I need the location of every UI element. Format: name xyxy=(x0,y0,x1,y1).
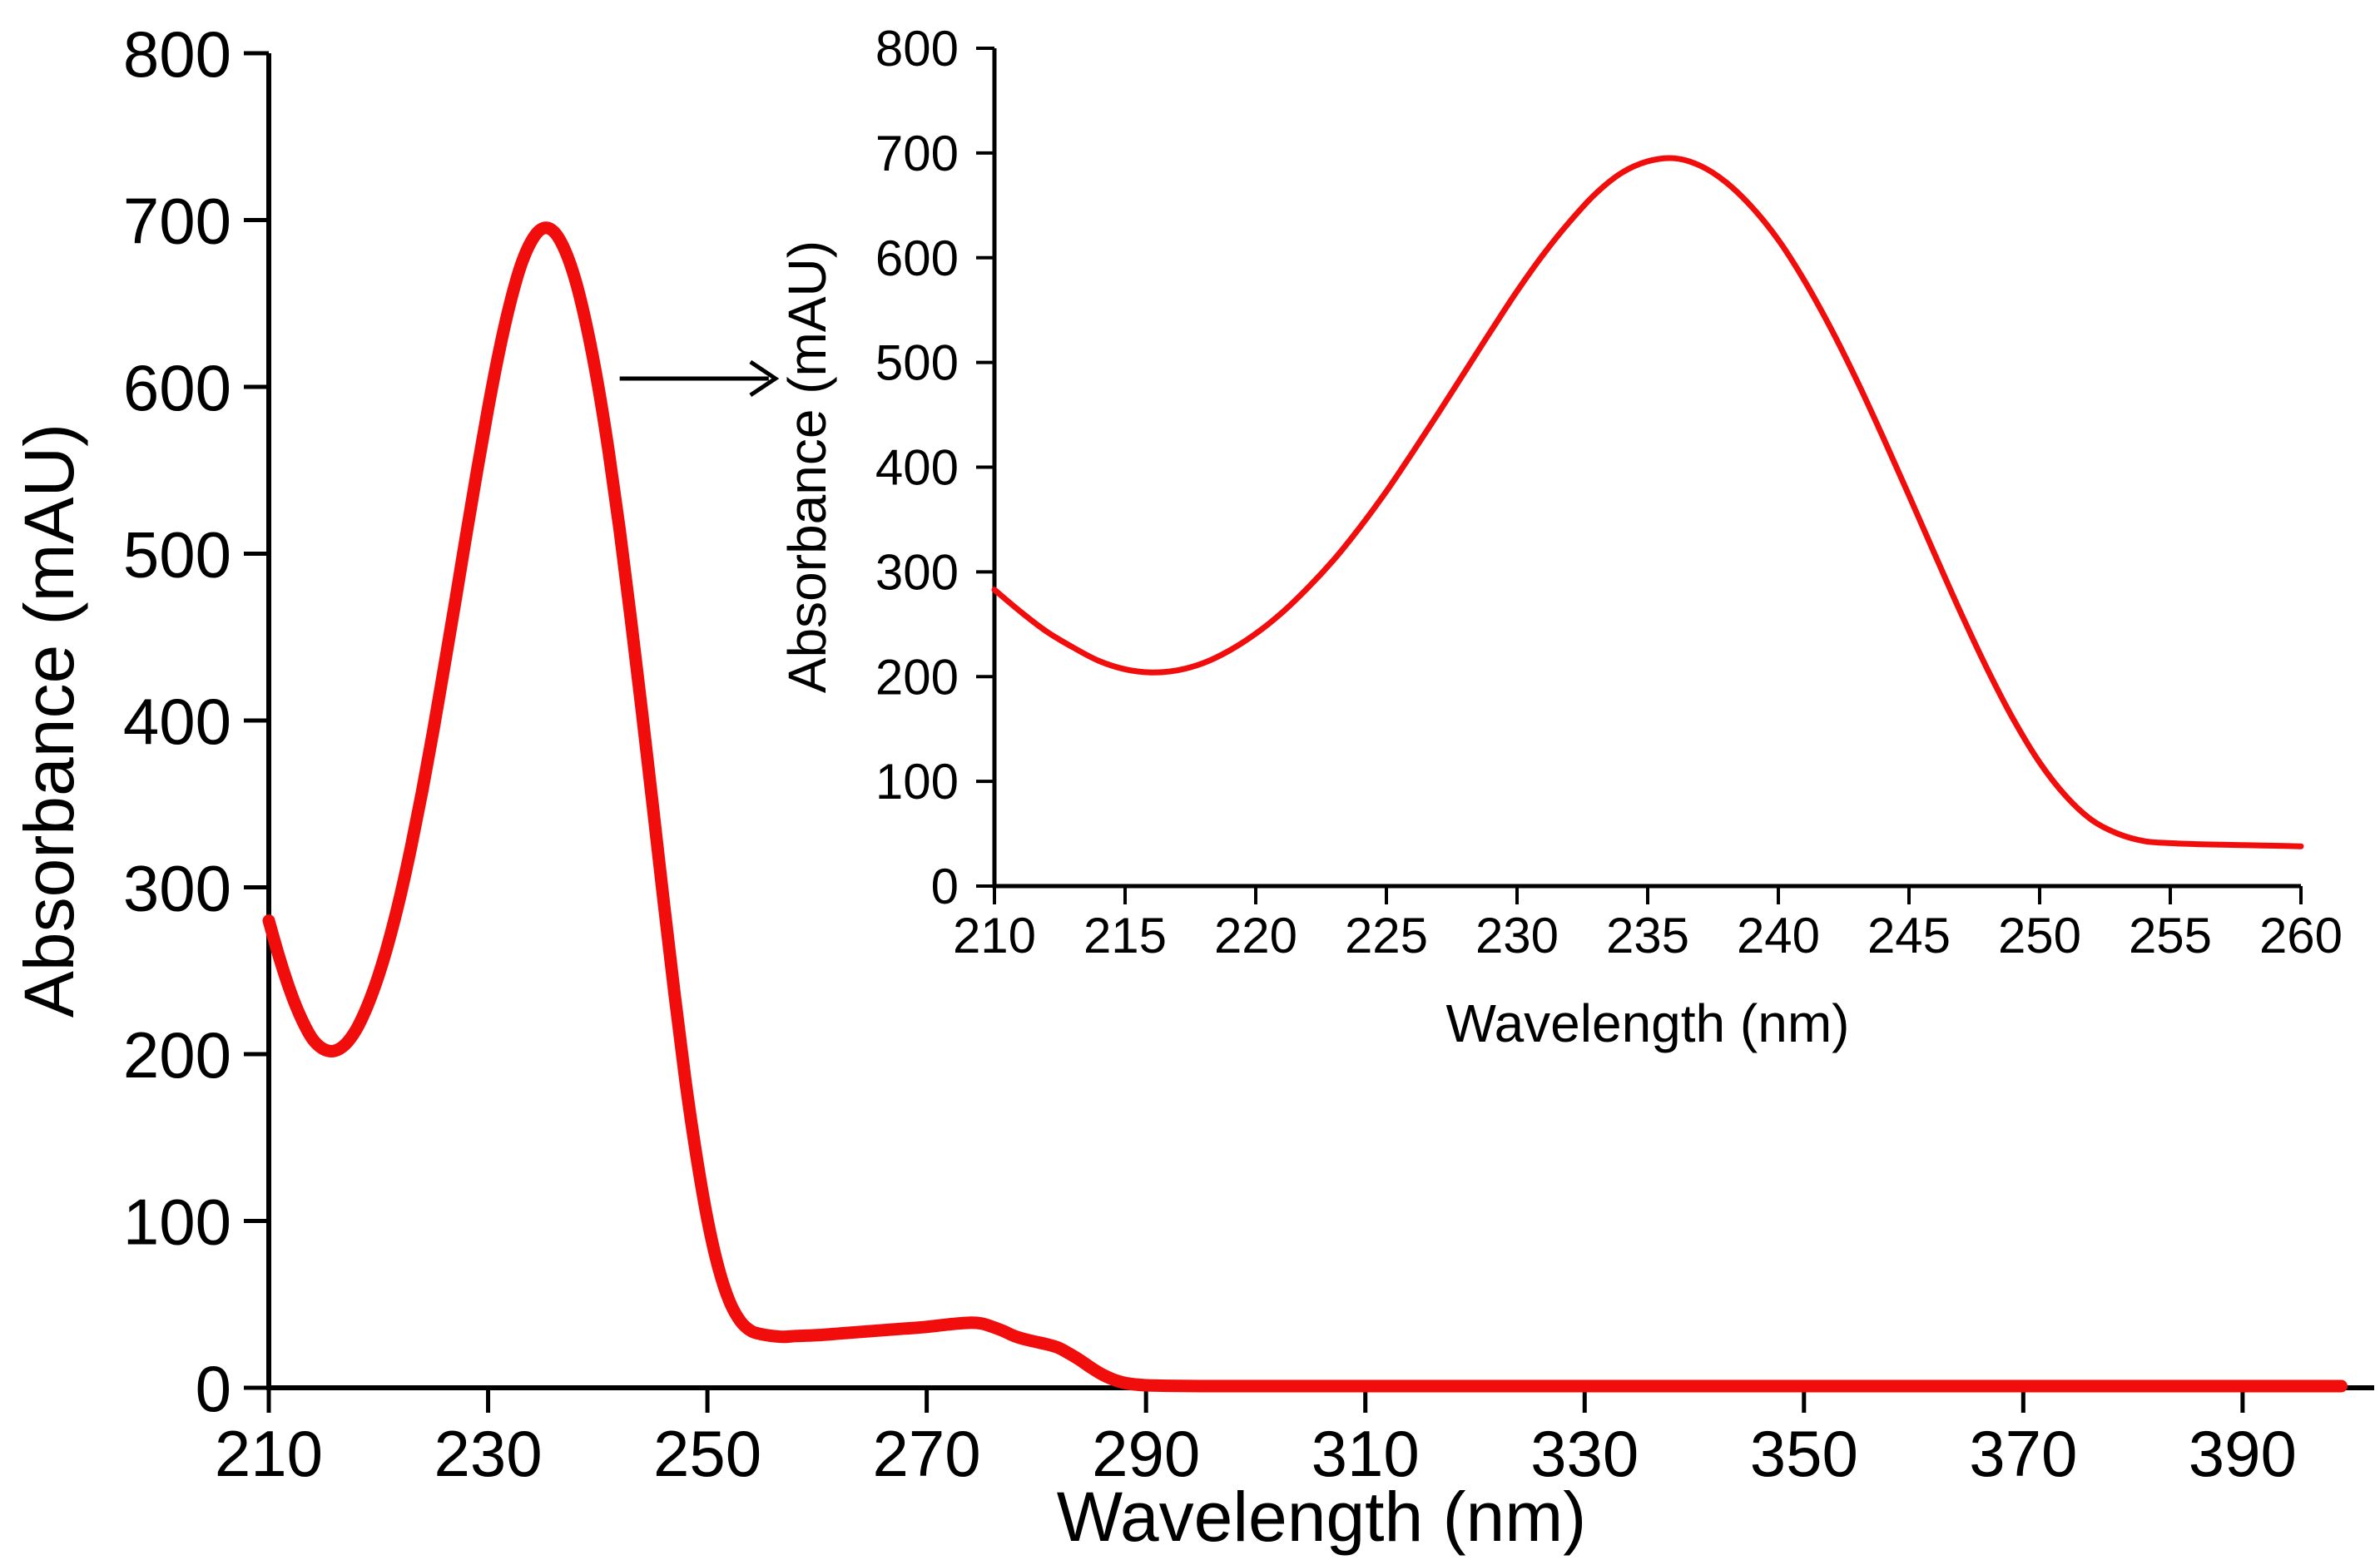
main-y-tick-label: 800 xyxy=(123,17,231,91)
inset-x-tick-label: 220 xyxy=(1214,908,1297,963)
inset-y-tick-label: 300 xyxy=(875,544,959,600)
inset-y-tick-label: 500 xyxy=(875,335,959,391)
main-y-tick-label: 0 xyxy=(196,1352,231,1425)
main-x-axis-title: Wavelength (nm) xyxy=(1057,1478,1586,1556)
main-x-tick-label: 210 xyxy=(215,1417,323,1490)
main-x-tick-label: 270 xyxy=(873,1417,981,1490)
main-y-tick-label: 400 xyxy=(123,685,231,758)
inset-x-tick-label: 225 xyxy=(1345,908,1428,963)
main-axes-line xyxy=(266,53,2374,1390)
main-x-tick-label: 330 xyxy=(1530,1417,1639,1490)
main-y-tick-label: 600 xyxy=(123,351,231,424)
inset-axes-line xyxy=(992,48,2301,889)
main-x-tick-label: 310 xyxy=(1311,1417,1420,1490)
main-x-tick-label: 390 xyxy=(2189,1417,2297,1490)
inset-x-tick-label: 210 xyxy=(953,908,1036,963)
inset-pointer-arrowhead-icon xyxy=(749,359,780,398)
main-chart-group: 210 230 250 270 290 310 330 350 370 390 0 100 200 300… xyxy=(123,17,2374,1490)
inset-x-tick-label: 245 xyxy=(1867,908,1951,963)
inset-x-tick-label: 230 xyxy=(1475,908,1559,963)
main-y-axis-title: Absorbance (mAU) xyxy=(10,423,88,1018)
main-y-tick-label: 100 xyxy=(123,1186,231,1259)
main-y-tick-label: 700 xyxy=(123,185,231,258)
main-absorbance-curve xyxy=(262,221,2348,1393)
inset-y-tick-label: 100 xyxy=(875,754,959,810)
main-x-tick-label: 250 xyxy=(653,1417,761,1490)
inset-x-tick-label: 260 xyxy=(2259,908,2343,963)
inset-y-tick-label: 600 xyxy=(875,230,959,286)
inset-absorbance-curve xyxy=(991,155,2304,849)
main-x-tick-label: 290 xyxy=(1092,1417,1200,1490)
main-y-tick-label: 500 xyxy=(123,518,231,592)
inset-x-axis-title: Wavelength (nm) xyxy=(1446,993,1850,1053)
inset-x-tick-label: 255 xyxy=(2129,908,2212,963)
inset-y-tick-label: 400 xyxy=(875,440,959,496)
inset-y-tick-label: 700 xyxy=(875,126,959,181)
inset-y-tick-label: 0 xyxy=(931,859,959,914)
main-y-tick-label: 300 xyxy=(123,852,231,925)
inset-chart-group: 210 215 220 225 230 235 240 245 250 255 260 0 100 200… xyxy=(875,21,2343,963)
inset-y-axis-title: Absorbance (mAU) xyxy=(777,240,837,693)
main-x-tick-label: 230 xyxy=(434,1417,542,1490)
inset-x-tick-label: 250 xyxy=(1998,908,2081,963)
main-x-tick-label: 370 xyxy=(1969,1417,2077,1490)
inset-y-tick-label: 800 xyxy=(875,21,959,77)
inset-x-tick-label: 215 xyxy=(1083,908,1167,963)
main-y-tick-label: 200 xyxy=(123,1018,231,1092)
main-x-tick-label: 350 xyxy=(1750,1417,1858,1490)
inset-x-tick-label: 235 xyxy=(1606,908,1689,963)
inset-x-tick-label: 240 xyxy=(1737,908,1820,963)
inset-y-tick-label: 200 xyxy=(875,649,959,705)
